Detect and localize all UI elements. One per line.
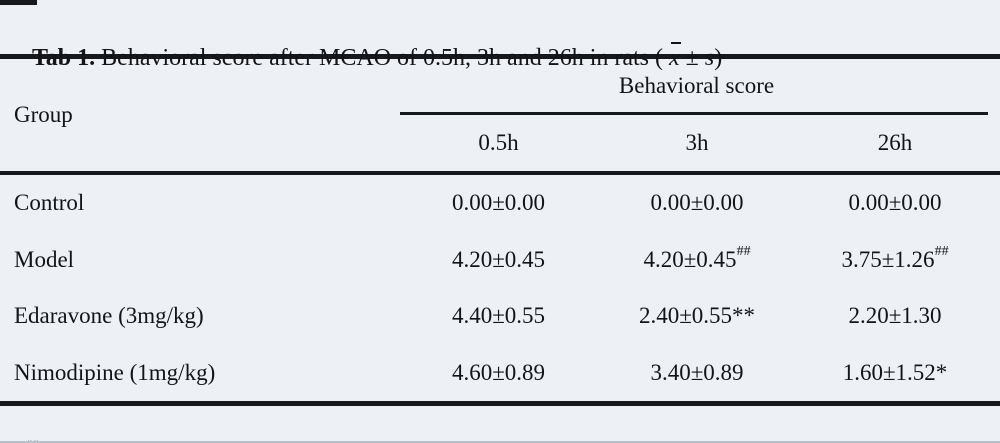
row-label: Nimodipine (1mg/kg) xyxy=(14,359,216,385)
table-caption: Tab 1. Behavioral score after MCAO of 0.… xyxy=(0,0,1000,71)
value-text: 0.00±0.00 xyxy=(451,190,546,216)
time-subheaders: 0.5h 3h 26h xyxy=(400,115,993,171)
cell-value: 3.75±1.26 ## xyxy=(797,232,993,289)
column-header-26h: 26h xyxy=(877,130,913,155)
header-body-rule xyxy=(0,171,1000,175)
cell-value: 0.00±0.00 xyxy=(597,175,797,232)
significance-marker: ## xyxy=(934,243,949,259)
header-sub-rule xyxy=(400,112,988,115)
caption-mean-symbol: x xyxy=(669,41,681,74)
crop-artifact-mark xyxy=(0,0,37,5)
cell-value: 4.20±0.45 ## xyxy=(597,232,797,289)
cell-value: 2.20±1.30 xyxy=(797,288,993,345)
table-row-model: Model 4.20±0.45 4.20±0.45 ## 3.75±1.26 ## xyxy=(0,232,1000,289)
cell-value: 2.40±0.55** xyxy=(597,288,797,345)
value-text: 4.20±0.45 xyxy=(643,246,737,272)
table-body: Control 0.00±0.00 0.00±0.00 0.00±0.00 Mo… xyxy=(0,175,1000,401)
table-row-edaravone: Edaravone (3mg/kg) 4.40±0.55 2.40±0.55**… xyxy=(0,288,1000,345)
value-text: 3.75±1.26 xyxy=(841,246,935,272)
cell-value: 3.40±0.89 xyxy=(597,345,797,402)
value-text: 2.40±0.55** xyxy=(638,303,756,329)
caption-text: Behavioral score after MCAO of 0.5h, 3h … xyxy=(95,45,670,72)
cell-value: 4.20±0.45 xyxy=(400,232,597,289)
behavioral-score-header-block: Behavioral score 0.5h 3h 26h xyxy=(400,59,993,171)
value-text: 1.60±1.52* xyxy=(842,359,948,385)
column-header-3h: 3h xyxy=(685,130,709,155)
significance-marker: ## xyxy=(736,243,751,259)
column-header-behavioral-score: Behavioral score xyxy=(618,72,775,98)
table-row-control: Control 0.00±0.00 0.00±0.00 0.00±0.00 xyxy=(0,175,1000,232)
row-label: Edaravone (3mg/kg) xyxy=(14,303,204,329)
table-footnote: ## p<0.01, vs. Control； * p<0.05, ** p<0… xyxy=(0,406,1000,443)
column-header-0-5h: 0.5h xyxy=(478,130,519,155)
caption-close-paren: ) xyxy=(714,45,723,72)
page-bottom-divider xyxy=(0,441,1000,443)
value-text: 4.20±0.45 xyxy=(451,246,546,272)
value-text: 4.60±0.89 xyxy=(451,359,546,385)
caption-label: Tab 1. xyxy=(32,45,96,72)
cell-value: 4.60±0.89 xyxy=(400,345,597,402)
top-rule xyxy=(0,54,1000,59)
table-row-nimodipine: Nimodipine (1mg/kg) 4.60±0.89 3.40±0.89 … xyxy=(0,345,1000,402)
value-text: 0.00±0.00 xyxy=(848,190,942,216)
bottom-rule xyxy=(0,401,1000,406)
row-label: Model xyxy=(14,246,75,272)
caption-sd-symbol: s xyxy=(704,45,715,72)
value-text: 3.40±0.89 xyxy=(650,359,744,385)
value-text: 4.40±0.55 xyxy=(451,303,546,329)
column-header-group: Group xyxy=(14,102,73,127)
cell-value: 4.40±0.55 xyxy=(400,288,597,345)
row-label: Control xyxy=(14,190,85,216)
table-header: Group Behavioral score 0.5h 3h 26h xyxy=(0,59,1000,171)
footnote-hash-marker: ## xyxy=(26,437,39,443)
caption-plusminus: ± xyxy=(679,45,705,72)
cell-value: 1.60±1.52* xyxy=(797,345,993,402)
cell-value: 0.00±0.00 xyxy=(797,175,993,232)
cell-value: 0.00±0.00 xyxy=(400,175,597,232)
value-text: 2.20±1.30 xyxy=(848,303,942,329)
value-text: 0.00±0.00 xyxy=(650,190,744,216)
